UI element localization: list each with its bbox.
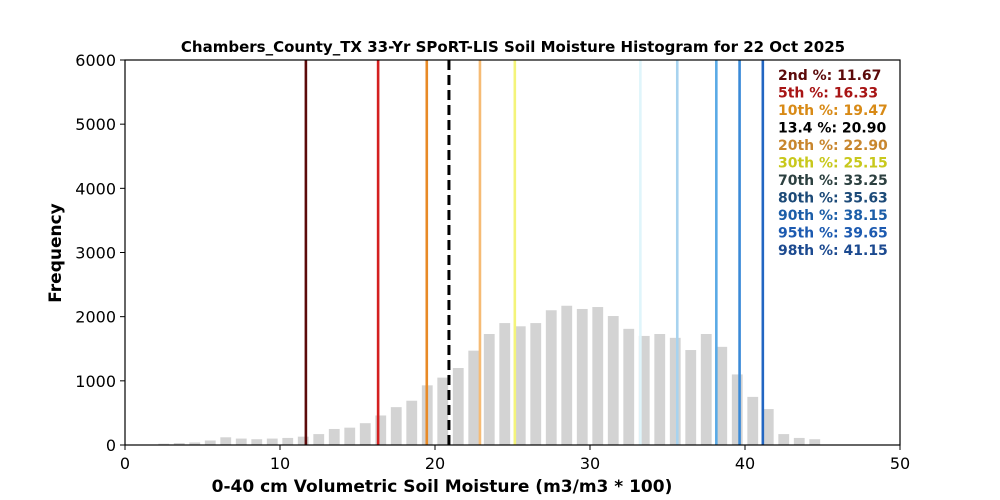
histogram-bar <box>561 305 573 445</box>
histogram-bar <box>576 308 588 445</box>
histogram-bar <box>809 439 821 445</box>
histogram-bar <box>514 326 526 445</box>
histogram-bar <box>359 423 371 445</box>
y-axis-label: Frequency <box>46 203 66 303</box>
legend-entry: 13.4 %: 20.90 <box>778 121 886 137</box>
histogram-bar <box>654 333 666 445</box>
histogram-bar <box>623 328 635 445</box>
legend-entry: 80th %: 35.63 <box>778 191 888 207</box>
histogram-bar <box>313 434 325 445</box>
x-tick-label: 50 <box>890 454 910 473</box>
histogram-bar <box>778 434 790 445</box>
histogram-bar <box>204 440 216 445</box>
x-tick-label: 20 <box>425 454 445 473</box>
histogram-bar <box>390 407 402 445</box>
histogram-bar <box>406 400 418 445</box>
legend-entry: 20th %: 22.90 <box>778 138 888 154</box>
y-tick-label: 6000 <box>75 51 116 70</box>
bars-layer <box>158 305 821 445</box>
histogram-bar <box>483 333 495 445</box>
chart-title: Chambers_County_TX 33-Yr SPoRT-LIS Soil … <box>181 38 845 56</box>
histogram-bar <box>468 350 480 445</box>
histogram-bar <box>251 439 263 445</box>
y-tick-label: 4000 <box>75 179 116 198</box>
x-axis-label: 0-40 cm Volumetric Soil Moisture (m3/m3 … <box>212 477 673 497</box>
histogram-bar <box>437 377 449 445</box>
legend-entry: 5th %: 16.33 <box>778 86 878 102</box>
histogram-bar <box>452 368 464 445</box>
legend-entry: 90th %: 38.15 <box>778 208 888 224</box>
y-tick-label: 1000 <box>75 372 116 391</box>
histogram-bar <box>545 310 557 445</box>
y-tick-label: 0 <box>106 436 116 455</box>
legend-entry: 70th %: 33.25 <box>778 173 888 189</box>
histogram-bar <box>266 438 278 445</box>
histogram-bar <box>685 350 697 445</box>
histogram-bar <box>638 335 650 445</box>
histogram-bar <box>747 396 759 445</box>
legend-entry: 98th %: 41.15 <box>778 243 888 259</box>
x-axis-ticks: 0 10 20 30 40 50 <box>120 445 910 473</box>
histogram-bar <box>173 443 185 445</box>
histogram-bar <box>716 346 728 445</box>
x-tick-label: 10 <box>270 454 290 473</box>
percentile-lines-layer <box>304 60 765 445</box>
histogram-bar <box>793 437 805 445</box>
y-tick-label: 2000 <box>75 308 116 327</box>
x-tick-label: 40 <box>735 454 755 473</box>
histogram-bar <box>731 374 743 445</box>
histogram-bar <box>762 409 774 445</box>
x-tick-label: 30 <box>580 454 600 473</box>
y-tick-label: 5000 <box>75 115 116 134</box>
histogram-bar <box>189 442 201 445</box>
legend-entry: 95th %: 39.65 <box>778 226 888 242</box>
histogram-bar <box>669 337 681 445</box>
histogram-bar <box>297 436 309 445</box>
histogram-bar <box>592 307 604 445</box>
histogram-bar <box>344 427 356 445</box>
histogram-bar <box>499 323 511 445</box>
legend-entry: 10th %: 19.47 <box>778 103 888 119</box>
histogram-bar <box>220 437 232 445</box>
histogram-bar <box>375 415 387 445</box>
histogram-bar <box>282 437 294 445</box>
x-tick-label: 0 <box>120 454 130 473</box>
histogram-bar <box>530 323 542 445</box>
histogram-bar <box>235 438 247 445</box>
histogram-bar <box>328 428 340 445</box>
y-axis-ticks: 0 1000 2000 3000 4000 5000 6000 <box>75 51 125 455</box>
legend-entry: 2nd %: 11.67 <box>778 68 881 84</box>
legend-entry: 30th %: 25.15 <box>778 156 888 172</box>
y-tick-label: 3000 <box>75 244 116 263</box>
histogram-bar <box>158 443 170 445</box>
histogram-bar <box>700 333 712 445</box>
histogram-bar <box>607 316 619 445</box>
